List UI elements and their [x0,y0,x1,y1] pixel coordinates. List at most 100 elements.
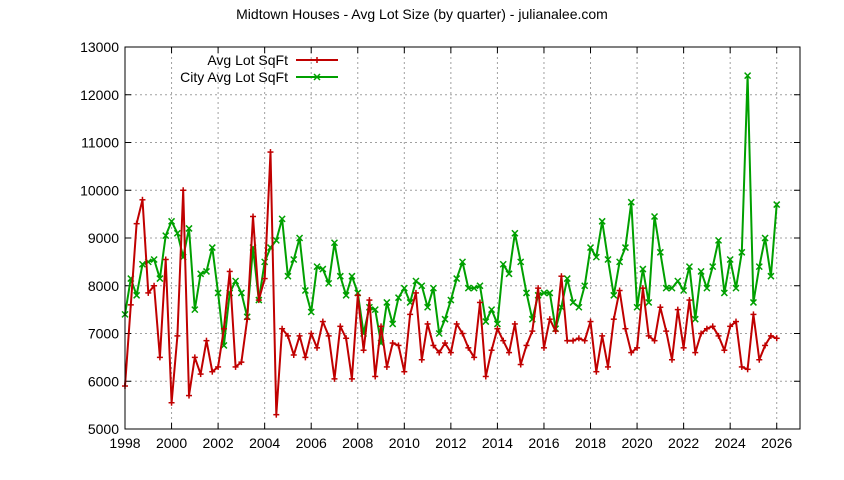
data-point [645,332,652,339]
data-point [604,255,612,264]
chart-title: Midtown Houses - Avg Lot Size (by quarte… [236,6,608,22]
data-point [250,213,257,220]
data-point [586,244,595,252]
data-point [307,308,315,316]
data-point [651,337,658,344]
data-point [133,220,140,227]
data-point [756,356,763,363]
data-point [267,149,274,156]
data-point [488,306,496,314]
data-point [645,298,653,306]
data-point [442,340,449,347]
data-point [238,359,245,366]
legend-label: City Avg Lot SqFt [180,69,288,85]
x-tick-label: 2026 [761,435,792,451]
data-point [633,303,641,311]
data-point [493,320,501,328]
x-tick-label: 2004 [249,435,280,451]
data-point [604,363,611,370]
data-point [447,296,455,304]
data-point [389,340,396,347]
data-point [296,234,304,242]
data-point [569,298,577,306]
data-point [703,325,710,332]
y-tick-label: 12000 [80,87,119,103]
data-point [500,337,507,344]
y-tick-label: 13000 [80,39,119,55]
data-point [418,282,426,290]
data-point [319,265,327,273]
legend-marker [313,73,321,81]
series-avg-lot-sqft [122,149,780,418]
data-point [767,272,775,280]
data-point [296,332,303,339]
data-point [581,282,589,290]
data-point [674,306,681,313]
x-tick-label: 2006 [296,435,327,451]
data-point [628,349,635,356]
data-point [471,354,478,361]
data-point [540,344,547,351]
data-point [697,267,705,275]
data-point [400,284,408,292]
data-point [750,311,757,318]
data-point [668,356,675,363]
data-point [680,286,688,295]
data-point [505,270,513,278]
data-point [506,349,513,356]
data-point [430,342,437,349]
data-point [726,255,734,264]
grid [125,47,800,429]
y-tick-label: 6000 [88,373,119,389]
data-point [302,354,309,361]
data-point [715,332,722,339]
data-point [313,263,321,271]
data-point [407,311,414,318]
data-point [330,239,339,247]
data-point [703,284,711,292]
data-point [767,332,774,339]
legend-label: Avg Lot SqFt [207,52,288,68]
data-point [232,363,239,370]
data-point [151,282,158,289]
data-point [278,215,286,223]
data-point [366,297,373,304]
data-point [272,236,280,244]
data-point [517,361,524,368]
data-point [546,316,553,323]
data-point [639,265,647,273]
data-point [459,330,466,337]
data-point [325,279,333,287]
data-point [476,299,483,306]
data-point [215,363,222,370]
data-point [610,291,618,299]
data-point [598,217,606,225]
data-point [360,347,367,354]
data-point [412,277,420,285]
data-point [657,304,664,311]
data-point [744,366,751,373]
data-point [680,344,687,351]
y-tick-label: 11000 [81,135,119,151]
data-point [209,368,216,375]
data-point [232,277,240,285]
data-point [744,72,752,80]
data-point [692,349,699,356]
data-point [755,263,763,271]
x-tick-label: 2002 [203,435,234,451]
data-point [395,342,402,349]
y-tick-label: 5000 [88,421,119,437]
x-tick-label: 2016 [528,435,559,451]
data-point [424,303,432,311]
y-tick-label: 9000 [88,230,119,246]
data-point [587,318,594,325]
data-point [284,332,291,339]
data-point [529,328,536,335]
data-point [348,375,355,382]
data-point [255,297,262,304]
data-point [610,316,617,323]
x-tick-label: 2018 [575,435,606,451]
data-point [301,286,309,295]
data-point [482,373,489,380]
data-point [773,201,781,209]
